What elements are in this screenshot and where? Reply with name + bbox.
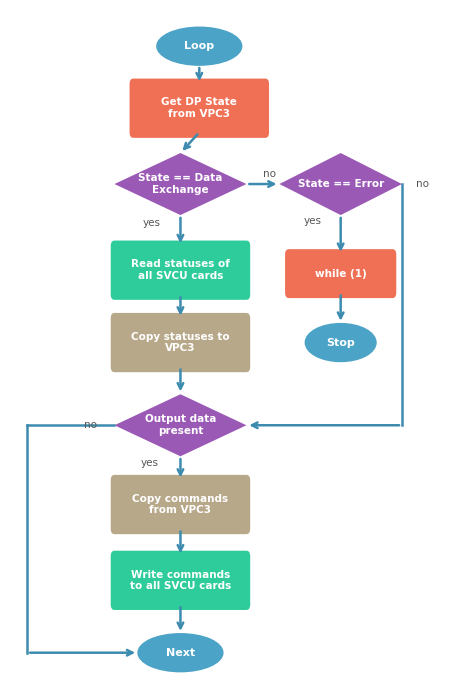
Ellipse shape	[305, 324, 376, 361]
Text: Copy commands
from VPC3: Copy commands from VPC3	[132, 493, 228, 516]
Polygon shape	[279, 153, 402, 215]
Text: yes: yes	[303, 216, 321, 226]
FancyBboxPatch shape	[111, 313, 250, 372]
Text: Output data
present: Output data present	[145, 415, 216, 436]
Text: Next: Next	[166, 648, 195, 657]
Text: no: no	[264, 170, 276, 179]
Ellipse shape	[138, 634, 223, 672]
Text: State == Error: State == Error	[298, 179, 384, 189]
Polygon shape	[115, 153, 246, 215]
Text: no: no	[84, 420, 98, 430]
FancyBboxPatch shape	[111, 241, 250, 300]
Text: State == Data
Exchange: State == Data Exchange	[138, 173, 223, 195]
Text: while (1): while (1)	[315, 268, 366, 279]
Ellipse shape	[157, 27, 242, 65]
Text: Stop: Stop	[326, 338, 355, 347]
Text: Copy statuses to
VPC3: Copy statuses to VPC3	[131, 331, 230, 354]
FancyBboxPatch shape	[111, 475, 250, 534]
Text: Read statuses of
all SVCU cards: Read statuses of all SVCU cards	[131, 260, 230, 281]
Text: yes: yes	[143, 218, 161, 228]
FancyBboxPatch shape	[285, 249, 396, 298]
FancyBboxPatch shape	[129, 79, 269, 138]
Text: no: no	[416, 179, 429, 189]
Text: Write commands
to all SVCU cards: Write commands to all SVCU cards	[130, 570, 231, 591]
Text: Loop: Loop	[184, 42, 214, 51]
FancyBboxPatch shape	[111, 551, 250, 610]
Text: yes: yes	[141, 458, 159, 468]
Polygon shape	[115, 394, 246, 456]
Text: Get DP State
from VPC3: Get DP State from VPC3	[161, 98, 237, 119]
